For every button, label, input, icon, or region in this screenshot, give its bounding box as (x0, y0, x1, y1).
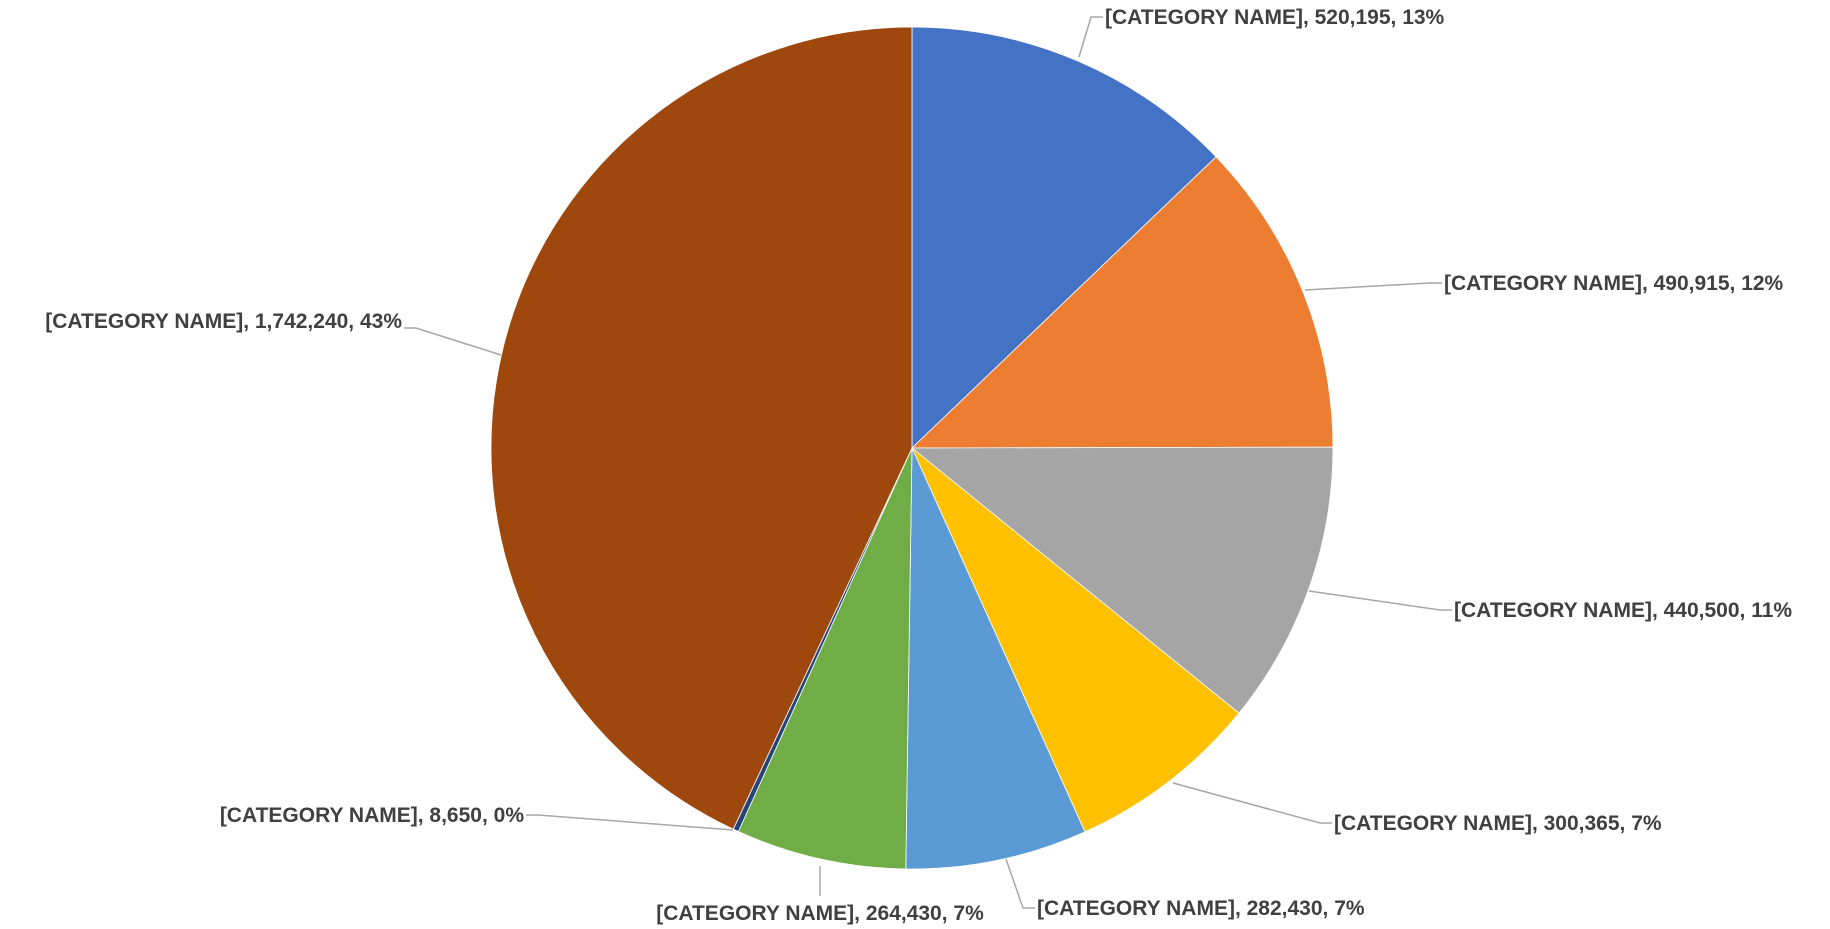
slices-layer (490, 26, 1334, 870)
data-label-1: [CATEGORY NAME], 520,195, 13% (1105, 6, 1445, 29)
data-label-3: [CATEGORY NAME], 440,500, 11% (1454, 599, 1792, 622)
pie-slice-5 (905, 447, 1086, 870)
data-label-8: [CATEGORY NAME], 1,742,240, 43% (45, 310, 402, 333)
leader-lines-layer (404, 16, 1452, 909)
data-label-6: [CATEGORY NAME], 264,430, 7% (656, 902, 984, 925)
pie-slice-8 (490, 26, 913, 830)
leader-line-7 (526, 814, 734, 831)
pie-slice-1 (911, 26, 1217, 449)
leader-line-1 (1078, 16, 1103, 58)
pie-slice-3 (910, 446, 1334, 714)
pie-slice-6 (737, 447, 913, 870)
leader-line-4 (1172, 782, 1332, 824)
data-labels-layer: [CATEGORY NAME], 520,195, 13% [CATEGORY N… (45, 6, 1792, 925)
leader-line-5 (1005, 858, 1035, 909)
data-label-5: [CATEGORY NAME], 282,430, 7% (1037, 897, 1365, 920)
leader-line-8 (404, 327, 502, 356)
data-label-4: [CATEGORY NAME], 300,365, 7% (1334, 812, 1662, 835)
data-label-2: [CATEGORY NAME], 490,915, 12% (1444, 272, 1784, 295)
leader-line-3 (1308, 590, 1452, 611)
leader-line-2 (1304, 282, 1442, 291)
data-label-7: [CATEGORY NAME], 8,650, 0% (220, 804, 525, 827)
pie-slice-4 (911, 447, 1240, 833)
pie-slice-2 (911, 156, 1334, 449)
